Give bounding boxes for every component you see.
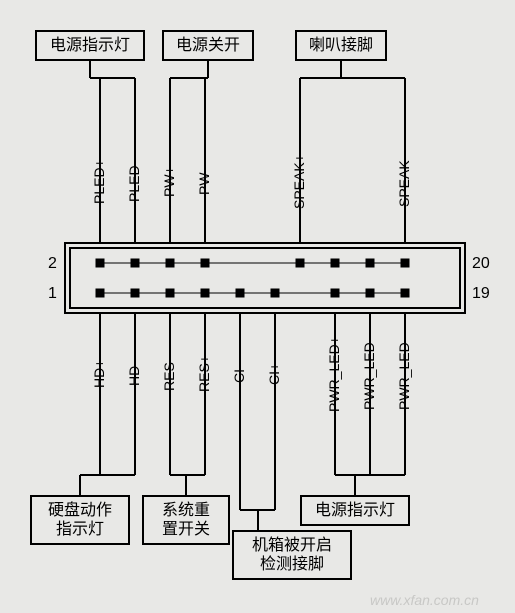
pin-label: PLED- — [126, 135, 142, 228]
pin-label: PW- — [196, 135, 212, 228]
pin-label: RES+ — [196, 328, 212, 420]
group-label: 机箱被开启检测接脚 — [232, 530, 352, 580]
pin-label: SPEAK- — [396, 135, 412, 228]
row-label-19: 19 — [472, 285, 490, 303]
group-label: 硬盘动作指示灯 — [30, 495, 130, 545]
pin-label: HD+ — [91, 328, 107, 420]
group-label: 电源指示灯 — [35, 30, 145, 61]
row-label-2: 2 — [48, 255, 57, 273]
pin-label: PWR_LED- — [396, 328, 412, 420]
row-label-1: 1 — [48, 285, 57, 303]
pin-label: SPEAK+ — [291, 135, 307, 228]
pin-label: CI- — [231, 328, 247, 420]
pin-label: PW+ — [161, 135, 177, 228]
pin-label: HD- — [126, 328, 142, 420]
pin-label: PWR_LED+ — [326, 328, 342, 420]
pin-label: PLED+ — [91, 135, 107, 228]
group-label: 喇叭接脚 — [295, 30, 387, 61]
group-label: 电源关开 — [162, 30, 254, 61]
pin-label: CI+ — [266, 328, 282, 420]
row-label-20: 20 — [472, 255, 490, 273]
group-label: 电源指示灯 — [300, 495, 410, 526]
pin-label: RES- — [161, 328, 177, 420]
group-label: 系统重置开关 — [142, 495, 230, 545]
watermark: www.xfan.com.cn — [370, 592, 479, 608]
pin-label: PWR_LED- — [361, 328, 377, 420]
